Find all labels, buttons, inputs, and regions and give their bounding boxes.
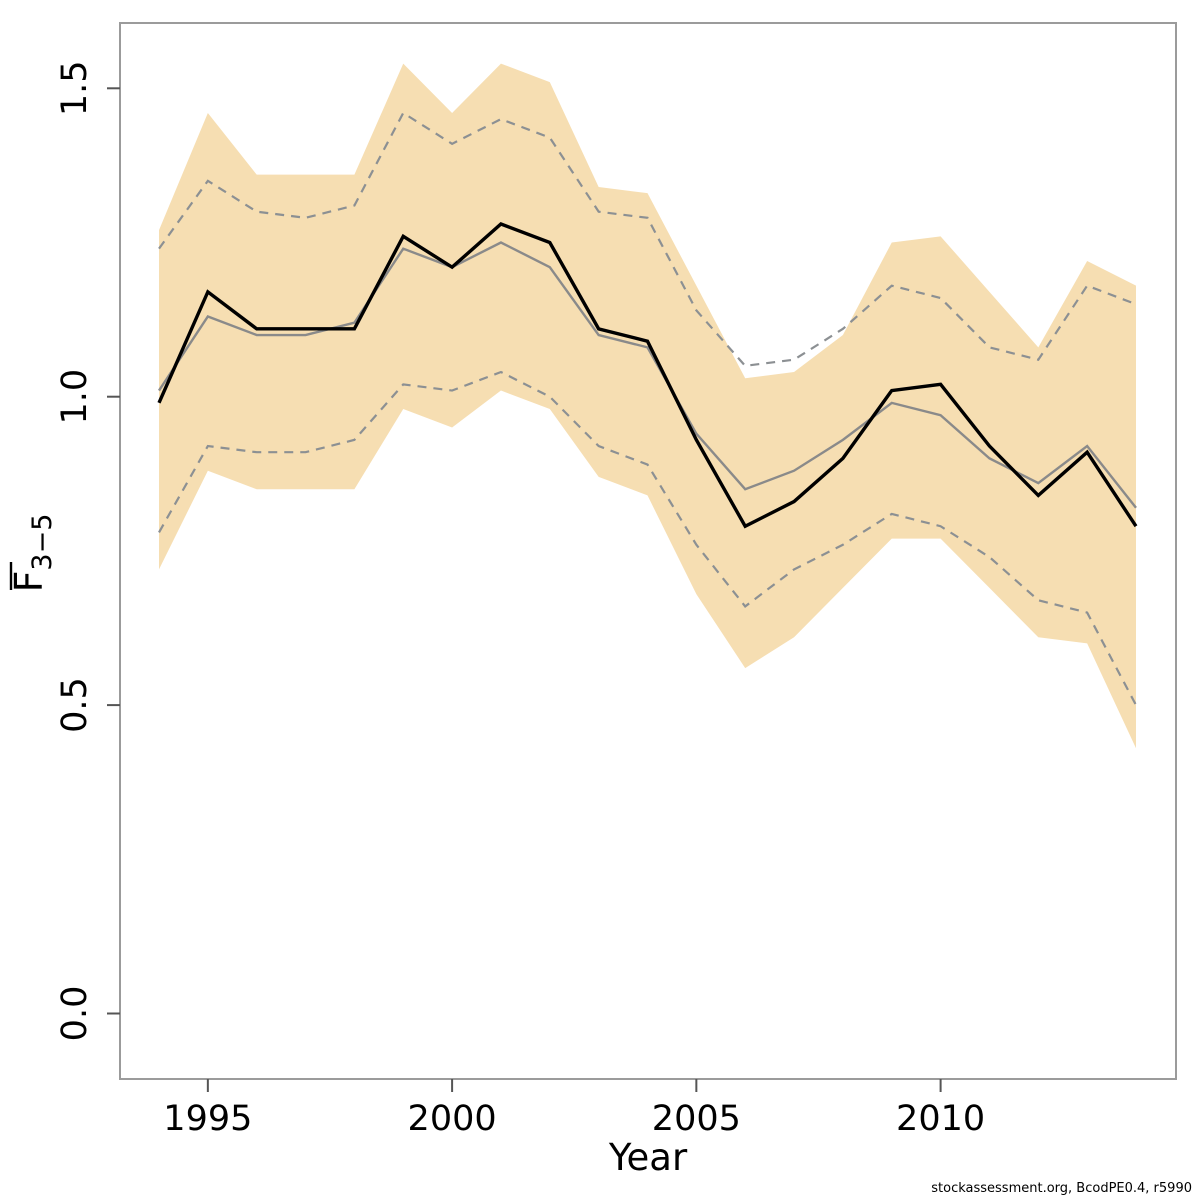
x-tick-label: 2005 xyxy=(652,1099,741,1139)
x-tick-label: 1995 xyxy=(163,1099,252,1139)
ci-upper-line xyxy=(158,111,1137,368)
plot-border xyxy=(119,22,1177,1080)
y-tick-label: 0.0 xyxy=(55,986,95,1042)
y-tick-label: 1.0 xyxy=(55,369,95,425)
x-tick-label: 2010 xyxy=(896,1099,985,1139)
footer-attribution: stockassessment.org, BcodPE0.4, r5990 xyxy=(931,1181,1192,1196)
y-axis-title: F3−5 xyxy=(7,514,58,593)
confidence-band xyxy=(159,63,1136,749)
ci-lower-line xyxy=(158,370,1137,706)
y-axis-title-text: F3−5 xyxy=(7,514,58,593)
x-axis: 1995 2000 2005 2010 xyxy=(163,1079,985,1139)
current-estimate-line xyxy=(157,222,1138,529)
y-tick-label: 0.5 xyxy=(55,677,95,733)
previous-estimate-line xyxy=(157,241,1137,509)
x-tick-label: 2000 xyxy=(408,1099,497,1139)
x-axis-title: Year xyxy=(608,1136,688,1179)
y-tick-label: 1.5 xyxy=(55,60,95,116)
y-axis: 0.0 0.5 1.0 1.5 xyxy=(55,60,120,1041)
